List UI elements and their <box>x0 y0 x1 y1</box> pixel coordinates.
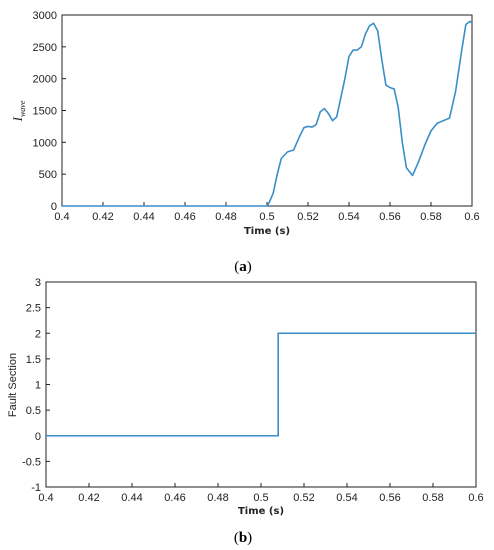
chart-a-x-tick-label: 0.6 <box>464 211 479 223</box>
chart-a-x-tick-label: 0.4 <box>54 211 69 223</box>
chart-b-x-tick-label: 0.44 <box>121 492 142 504</box>
chart-a-x-tick-label: 0.52 <box>297 211 318 223</box>
chart-a-y-tick-label: 2500 <box>33 42 57 54</box>
chart-a-plot-area <box>61 14 473 207</box>
chart-b-y-tick-label: 0.5 <box>26 405 41 417</box>
chart-a-x-tick-label: 0.5 <box>259 211 274 223</box>
chart-a-y-tick-label: 0 <box>51 201 57 213</box>
chart-b-y-tick-label: 2.5 <box>26 303 41 315</box>
chart-a: 0 500 1000 1500 2000 2500 3000 0.4 0.42 0.44 0.46… <box>10 10 480 275</box>
chart-a-x-tick-label: 0.58 <box>420 211 441 223</box>
chart-b-y-tick-label: 3 <box>35 277 41 289</box>
chart-a-caption: (a) <box>234 259 252 275</box>
chart-b-x-tick-label: 0.58 <box>422 492 443 504</box>
chart-b-caption: (b) <box>234 530 252 546</box>
chart-b-x-tick-label: 0.54 <box>336 492 357 504</box>
chart-a-x-tick-label: 0.54 <box>338 211 359 223</box>
chart-b-y-tick-label: 2 <box>35 328 41 340</box>
chart-b-y-tick-label: -1 <box>31 482 41 494</box>
chart-a-y-tick-label: 1500 <box>33 106 57 118</box>
chart-a-series-line <box>62 20 473 207</box>
chart-b-y-axis-label: Fault Section <box>7 353 19 417</box>
chart-a-y-axis-label: Iwave <box>10 100 27 122</box>
chart-a-x-ticks: 0.4 0.42 0.44 0.46 0.48 0.5 0.52 0.54 0.56 0.58 0.… <box>54 202 480 223</box>
chart-b-x-tick-label: 0.48 <box>207 492 228 504</box>
chart-a-y-ticks: 0 500 1000 1500 2000 2500 3000 <box>33 10 66 213</box>
chart-b-x-tick-label: 0.6 <box>468 492 483 504</box>
chart-a-x-tick-label: 0.48 <box>215 211 236 223</box>
chart-b-y-tick-label: 1 <box>35 380 41 392</box>
chart-b-x-tick-label: 0.5 <box>253 492 268 504</box>
chart-b-y-tick-label: 0 <box>35 431 41 443</box>
chart-b-x-axis-label: Time (s) <box>238 506 284 517</box>
chart-b-y-tick-label: 1.5 <box>26 354 41 366</box>
chart-a-x-tick-label: 0.46 <box>174 211 195 223</box>
chart-b-x-tick-label: 0.46 <box>164 492 185 504</box>
chart-a-y-tick-label: 3000 <box>33 10 57 22</box>
chart-a-x-tick-label: 0.44 <box>133 211 154 223</box>
chart-b-series-line <box>46 332 476 437</box>
chart-b-plot-area <box>45 281 477 488</box>
chart-b-y-ticks: -1 -0.5 0 0.5 1 1.5 2 2.5 3 <box>22 277 50 494</box>
chart-b: -1-0.500.511.522.53 0.4 0.42 0.44 0.46 0.48 0… <box>7 277 484 546</box>
chart-b-x-ticks: 0.4 0.42 0.44 0.46 0.48 0.5 0.52 0.54 0.56 0.58 0.… <box>38 483 484 504</box>
chart-a-y-tick-label: 2000 <box>33 74 57 86</box>
chart-b-x-tick-label: 0.42 <box>78 492 99 504</box>
chart-a-x-tick-label: 0.56 <box>379 211 400 223</box>
chart-b-x-tick-label: 0.4 <box>38 492 53 504</box>
chart-a-x-tick-label: 0.42 <box>92 211 113 223</box>
chart-a-y-tick-label: 1000 <box>33 137 57 149</box>
chart-b-x-tick-label: 0.56 <box>379 492 400 504</box>
chart-b-y-tick-label: -0.5 <box>22 456 41 468</box>
chart-a-x-axis-label: Time (s) <box>244 226 290 237</box>
chart-b-x-tick-label: 0.52 <box>293 492 314 504</box>
chart-a-y-tick-label: 500 <box>39 169 57 181</box>
